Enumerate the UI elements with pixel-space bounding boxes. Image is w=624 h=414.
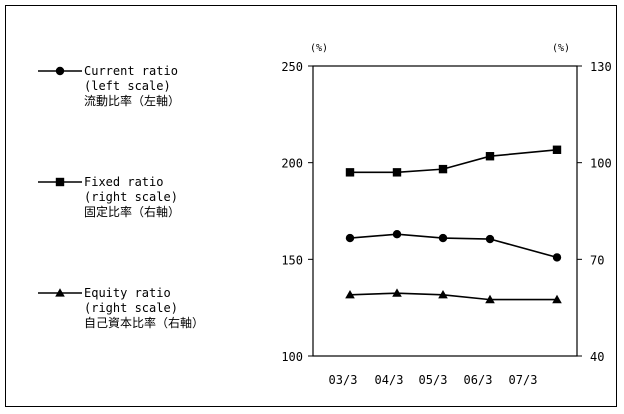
right-tick-label: 100 (590, 157, 612, 171)
data-point (552, 294, 562, 304)
series-0 (345, 230, 562, 262)
data-point (392, 168, 402, 177)
left-tick-label: 200 (281, 157, 303, 171)
data-point (485, 234, 495, 244)
legend-label: 自己資本比率（右軸） (84, 315, 204, 330)
legend-marker (55, 177, 65, 187)
series-line (349, 292, 557, 301)
right-tick-label: 70 (590, 253, 604, 267)
x-tick-label: 04/3 (375, 373, 404, 387)
left-axis-unit: (%) (310, 43, 328, 54)
x-tick-label: 07/3 (509, 373, 538, 387)
left-tick-label: 250 (281, 60, 303, 74)
legend-entry-1: Fixed ratio(right scale)固定比率（右軸） (38, 175, 180, 219)
plot-area (312, 65, 578, 357)
data-point (345, 289, 355, 299)
chart-frame (5, 5, 617, 407)
left-tick-label: 100 (281, 350, 303, 364)
legend-label: Current ratio (84, 64, 178, 78)
data-point (485, 294, 495, 304)
series-1 (345, 145, 562, 177)
x-tick-label: 03/3 (329, 373, 358, 387)
right-tick-label: 40 (590, 350, 604, 364)
legend-label: 固定比率（右軸） (84, 204, 180, 219)
legend-label: Fixed ratio (84, 175, 163, 189)
legend-label: Equity ratio (84, 286, 171, 300)
legend-label: (right scale) (84, 190, 178, 204)
legend-entry-0: Current ratio(left scale)流動比率（左軸） (38, 64, 180, 108)
series-line (349, 233, 558, 259)
legend-entry-2: Equity ratio(right scale)自己資本比率（右軸） (38, 286, 204, 330)
data-point (345, 168, 355, 177)
data-point (485, 152, 495, 161)
data-point (392, 288, 402, 297)
data-point (552, 145, 562, 154)
data-point (345, 233, 355, 243)
x-tick-label: 05/3 (419, 373, 448, 387)
series-line (350, 148, 558, 174)
data-point (438, 289, 448, 299)
left-tick-label: 150 (281, 253, 303, 267)
series-2 (345, 288, 562, 304)
legend-marker (55, 66, 65, 76)
legend-marker (55, 288, 65, 297)
data-point (392, 230, 402, 239)
right-tick-label: 130 (590, 60, 612, 74)
x-tick-label: 06/3 (464, 373, 493, 387)
legend-label: 流動比率（左軸） (84, 93, 180, 108)
data-point (552, 253, 562, 262)
right-axis-unit: (%) (552, 43, 570, 54)
legend-label: (left scale) (84, 79, 171, 93)
data-point (438, 233, 448, 243)
legend-label: (right scale) (84, 301, 178, 315)
data-point (438, 164, 448, 174)
